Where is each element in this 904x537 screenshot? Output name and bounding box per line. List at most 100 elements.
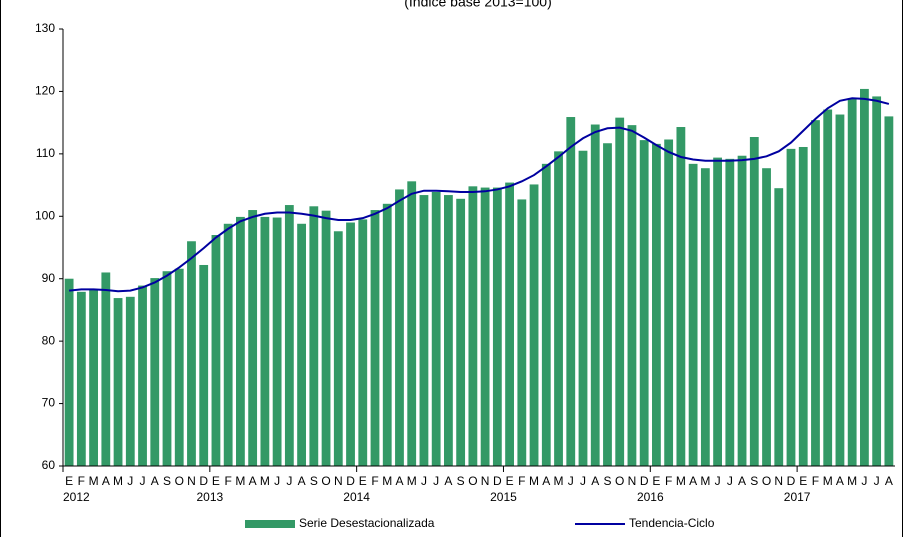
bar (297, 223, 306, 466)
x-tick-label: O (762, 474, 771, 488)
bar (798, 146, 808, 467)
x-tick-label: O (321, 474, 330, 488)
x-tick-label: J (715, 474, 721, 488)
year-label: 2017 (784, 490, 811, 504)
x-tick-label: N (481, 474, 490, 488)
bar (517, 199, 527, 466)
bar (162, 271, 172, 466)
bar (150, 278, 160, 466)
x-tick-label: S (310, 474, 318, 488)
bar (480, 187, 490, 466)
bar (860, 88, 869, 466)
x-tick-label: N (187, 474, 196, 488)
bar (725, 158, 735, 466)
bar (468, 186, 478, 466)
bar (713, 157, 722, 467)
x-tick-label: J (286, 474, 292, 488)
bar (700, 168, 710, 467)
y-tick-label: 80 (42, 333, 56, 347)
year-label: 2012 (63, 490, 90, 504)
y-tick-label: 130 (35, 21, 55, 35)
bar (847, 98, 857, 467)
x-tick-label: M (407, 474, 417, 488)
x-tick-label: M (235, 474, 245, 488)
x-tick-label: D (346, 474, 355, 488)
x-tick-label: S (163, 474, 171, 488)
bar (774, 188, 784, 466)
x-tick-label: N (774, 474, 783, 488)
bar (382, 203, 392, 467)
bar (76, 291, 86, 466)
x-tick-label: M (260, 474, 270, 488)
year-label: 2015 (490, 490, 517, 504)
bar (89, 289, 98, 466)
x-tick-label: F (78, 474, 85, 488)
bar (174, 268, 184, 466)
x-tick-label: F (225, 474, 232, 488)
bar (603, 143, 612, 466)
bar (688, 163, 698, 467)
bar (187, 241, 196, 466)
x-tick-label: S (750, 474, 758, 488)
bar (590, 124, 600, 466)
bar (260, 216, 270, 466)
bar (639, 140, 649, 466)
x-tick-label: A (249, 474, 257, 488)
x-tick-label: S (603, 474, 611, 488)
x-tick-label: E (65, 474, 73, 488)
bar (811, 120, 820, 466)
x-tick-label: D (640, 474, 649, 488)
x-tick-label: M (113, 474, 123, 488)
bar (676, 127, 686, 467)
bar (101, 272, 111, 466)
year-label: 2016 (637, 490, 664, 504)
bar (492, 187, 502, 466)
bar (578, 150, 588, 466)
y-tick-label: 90 (42, 271, 56, 285)
x-tick-label: D (787, 474, 796, 488)
bar (786, 148, 796, 466)
bar (431, 191, 441, 466)
legend-label: Serie Desestacionalizada (299, 516, 435, 530)
x-tick-label: D (199, 474, 208, 488)
x-tick-label: E (212, 474, 220, 488)
bar (444, 195, 453, 466)
x-tick-label: J (727, 474, 733, 488)
bar (358, 219, 368, 466)
bar (309, 206, 319, 466)
x-tick-label: E (652, 474, 660, 488)
bar (321, 210, 331, 466)
x-tick-label: J (861, 474, 867, 488)
bar (505, 182, 514, 466)
bar (113, 298, 123, 466)
x-tick-label: F (812, 474, 819, 488)
bar (211, 235, 221, 466)
y-tick-label: 100 (35, 208, 55, 222)
x-tick-label: E (799, 474, 807, 488)
x-tick-label: J (568, 474, 574, 488)
bar (737, 155, 747, 467)
x-tick-label: A (689, 474, 697, 488)
x-tick-label: M (382, 474, 392, 488)
x-tick-label: A (298, 474, 306, 488)
x-tick-label: A (395, 474, 403, 488)
x-tick-label: J (874, 474, 880, 488)
x-tick-label: M (554, 474, 564, 488)
bar (284, 205, 294, 466)
bar (884, 116, 894, 467)
bar (395, 189, 404, 467)
bar (199, 264, 209, 466)
chart-title: (Índice base 2013=100) (404, 0, 552, 10)
x-tick-label: D (493, 474, 502, 488)
x-tick-label: M (529, 474, 539, 488)
bar (272, 217, 282, 466)
x-tick-label: M (823, 474, 833, 488)
x-tick-label: A (591, 474, 599, 488)
bar (541, 163, 551, 467)
x-tick-label: M (700, 474, 710, 488)
y-tick-label: 120 (35, 84, 55, 98)
bar (407, 181, 417, 466)
x-tick-label: O (615, 474, 624, 488)
